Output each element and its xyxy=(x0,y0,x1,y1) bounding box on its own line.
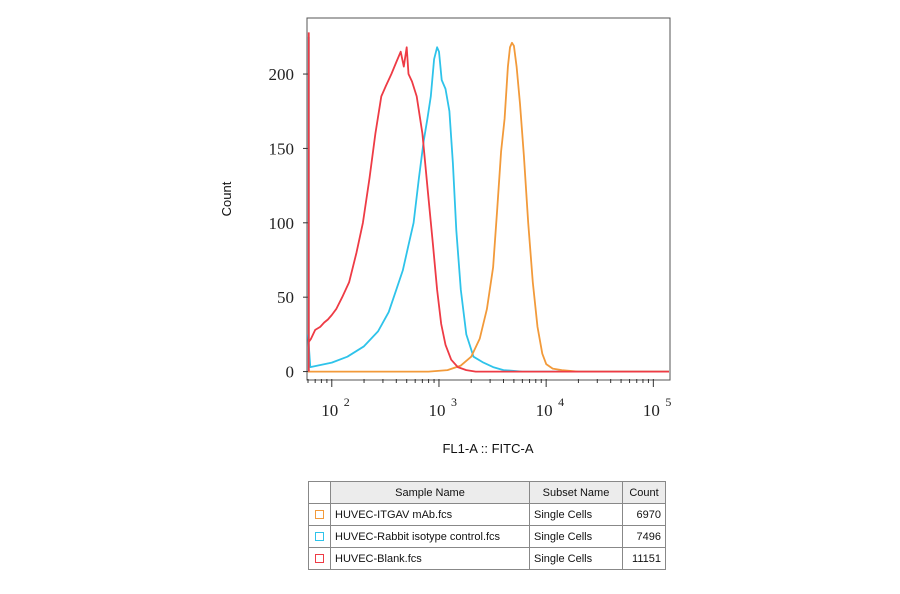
sample-legend-table: Sample Name Subset Name Count HUVEC-ITGA… xyxy=(308,481,666,570)
y-tick-label: 0 xyxy=(286,363,295,382)
legend-sample-name: HUVEC-Rabbit isotype control.fcs xyxy=(330,525,530,548)
y-tick-label: 50 xyxy=(277,288,294,307)
legend-row: HUVEC-Rabbit isotype control.fcs Single … xyxy=(308,525,666,548)
series-layer xyxy=(307,32,669,373)
y-tick-label: 100 xyxy=(269,214,295,233)
legend-swatch-cell xyxy=(308,547,331,570)
legend-header-count: Count xyxy=(622,481,666,504)
legend-header-subset: Subset Name xyxy=(529,481,623,504)
series-line xyxy=(307,46,669,373)
legend-row: HUVEC-Blank.fcs Single Cells 11151 xyxy=(308,547,666,570)
x-tick-exponent: 5 xyxy=(665,395,671,409)
legend-count: 6970 xyxy=(622,503,666,526)
legend-subset-name: Single Cells xyxy=(529,503,623,526)
x-tick-label: 10 xyxy=(428,401,445,420)
legend-sample-name: HUVEC-ITGAV mAb.fcs xyxy=(330,503,530,526)
y-tick-label: 150 xyxy=(269,139,295,158)
legend-row: HUVEC-ITGAV mAb.fcs Single Cells 6970 xyxy=(308,503,666,526)
y-axis: 0 50 100 150 200 xyxy=(269,65,308,382)
legend-header-row: Sample Name Subset Name Count xyxy=(308,481,666,504)
x-tick-exponent: 3 xyxy=(451,395,457,409)
x-tick-exponent: 2 xyxy=(344,395,350,409)
plot-frame xyxy=(306,17,671,381)
x-tick-label: 10 xyxy=(321,401,338,420)
series-line xyxy=(308,41,669,373)
y-tick-label: 200 xyxy=(269,65,295,84)
legend-count: 7496 xyxy=(622,525,666,548)
series-line xyxy=(308,46,669,373)
legend-subset-name: Single Cells xyxy=(529,525,623,548)
legend-header-swatch xyxy=(308,481,331,504)
x-tick-label: 10 xyxy=(536,401,553,420)
legend-swatch-icon xyxy=(315,510,324,520)
legend-swatch-icon xyxy=(315,554,324,564)
legend-swatch-cell xyxy=(308,525,331,548)
y-axis-label: Count xyxy=(219,181,234,216)
legend-swatch-cell xyxy=(308,503,331,526)
x-tick-exponent: 4 xyxy=(558,395,564,409)
legend-subset-name: Single Cells xyxy=(529,547,623,570)
legend-count: 11151 xyxy=(622,547,666,570)
x-axis: 10 2 10 3 10 4 10 5 xyxy=(307,379,671,420)
x-tick-label: 10 xyxy=(643,401,660,420)
x-axis-label: FL1-A :: FITC-A xyxy=(442,441,533,456)
legend-header-sample: Sample Name xyxy=(330,481,530,504)
legend-sample-name: HUVEC-Blank.fcs xyxy=(330,547,530,570)
legend-swatch-icon xyxy=(315,532,324,542)
